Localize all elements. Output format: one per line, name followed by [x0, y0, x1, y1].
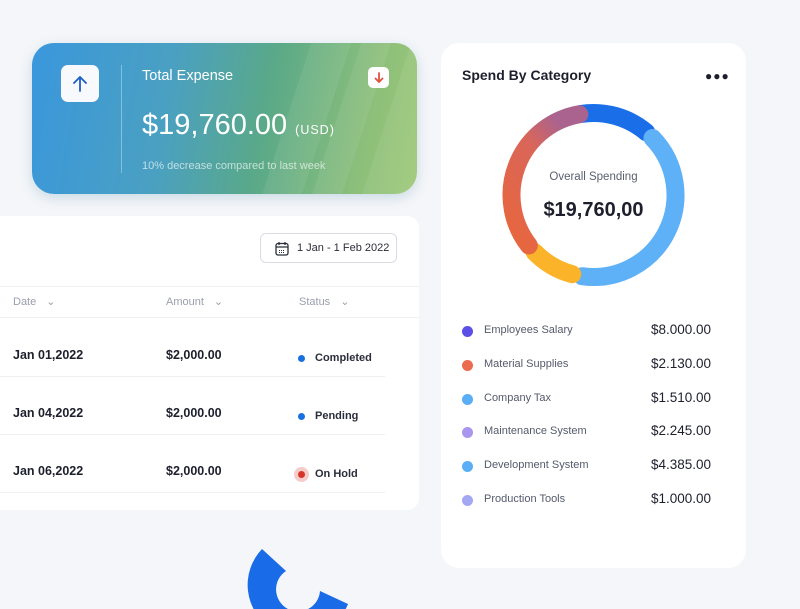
date-cell: Jan 04,2022 — [13, 406, 84, 420]
status-dot — [298, 354, 305, 362]
legend-dot — [462, 495, 473, 506]
arrow-up-icon[interactable] — [61, 65, 99, 102]
date-range-button[interactable]: 1 Jan - 1 Feb 2022 — [260, 233, 397, 263]
table-row[interactable]: Jan 04,2022 $2,000.00 Pending — [0, 377, 385, 435]
legend-item: Employees Salary $8.000.00 — [462, 321, 722, 341]
legend-name: Employees Salary — [484, 324, 573, 336]
divider — [121, 65, 122, 173]
date-range-label: 1 Jan - 1 Feb 2022 — [297, 242, 390, 254]
date-cell: Jan 01,2022 — [13, 348, 84, 362]
legend-dot — [462, 461, 473, 473]
column-date[interactable]: Date ⌄ — [13, 295, 56, 309]
legend-dot — [462, 326, 473, 337]
chevron-down-icon: ⌄ — [46, 296, 56, 308]
legend-name: Company Tax — [484, 391, 552, 404]
amount-cell: $2,000.00 — [166, 406, 222, 420]
spend-by-category-card: Spend By Category ●●● Overall Spending $… — [441, 43, 746, 568]
amount-cell: $2,000.00 — [166, 464, 222, 478]
legend-item: Production Tools $1.000.00 — [462, 490, 722, 510]
chevron-down-icon: ⌄ — [213, 296, 224, 308]
legend-dot — [462, 359, 473, 371]
date-cell: Jan 06,2022 — [13, 464, 84, 478]
amount-value: $19,760.00 — [142, 109, 288, 141]
legend-value: $1.510.00 — [651, 389, 712, 405]
transactions-table: 1 Jan - 1 Feb 2022 Date ⌄ Amount ⌄ Status ⌄… — [0, 216, 419, 510]
donut-segment — [502, 105, 589, 255]
legend-value: $4.385.00 — [651, 457, 712, 473]
expense-title: Total Expense — [142, 68, 234, 84]
amount-cell: $2,000.00 — [166, 348, 222, 362]
donut-segment — [571, 104, 656, 142]
legend-name: Production Tools — [484, 493, 566, 505]
calendar-icon — [275, 241, 289, 256]
status-label: On Hold — [315, 468, 358, 480]
status-badge: On Hold — [298, 468, 358, 480]
legend-item: Maintenance System $2.245.00 — [462, 422, 722, 442]
total-expense-card: Total Expense $19,760.00 (USD) 10% decrea… — [32, 43, 417, 194]
legend-value: $1.000.00 — [651, 491, 712, 506]
status-dot — [298, 470, 305, 478]
status-badge: Pending — [298, 410, 358, 422]
legend-name: Material Supplies — [484, 357, 569, 370]
overall-spending-value: $19,760,00 — [543, 199, 644, 221]
table-header: Date ⌄ Amount ⌄ Status ⌄ — [0, 286, 419, 318]
table-row[interactable]: Jan 06,2022 $2,000.00 On Hold — [0, 435, 385, 493]
column-status[interactable]: Status ⌄ — [299, 295, 350, 309]
status-label: Completed — [315, 352, 372, 364]
column-label: Date — [13, 295, 37, 308]
legend-item: Development System $4.385.00 — [462, 456, 722, 476]
legend-value: $2.245.00 — [651, 423, 712, 439]
column-amount[interactable]: Amount ⌄ — [166, 295, 224, 309]
ellipsis-icon[interactable]: ●●● — [705, 69, 730, 83]
currency-label: (USD) — [295, 123, 335, 137]
expense-amount: $19,760.00 (USD) — [142, 109, 335, 142]
legend-value: $8.000.00 — [651, 322, 712, 337]
card-title: Spend By Category — [462, 67, 592, 83]
donut-segment — [525, 242, 582, 284]
legend-dot — [462, 393, 473, 405]
arrow-down-icon[interactable] — [368, 67, 389, 88]
status-badge: Completed — [298, 352, 372, 364]
legend-name: Maintenance System — [484, 425, 587, 438]
status-label: Pending — [315, 410, 359, 422]
donut-segment — [573, 129, 685, 286]
column-label: Amount — [166, 295, 204, 308]
legend-dot — [462, 427, 473, 439]
donut-chart — [502, 104, 685, 286]
column-label: Status — [299, 295, 331, 308]
legend-item: Company Tax $1.510.00 — [462, 389, 722, 409]
legend-name: Development System — [484, 459, 589, 472]
chevron-down-icon: ⌄ — [340, 296, 350, 308]
expense-note: 10% decrease compared to last week — [142, 160, 326, 172]
legend-value: $2.130.00 — [651, 355, 712, 371]
table-row[interactable]: Jan 01,2022 $2,000.00 Completed — [0, 319, 385, 377]
status-dot — [298, 412, 305, 420]
legend-item: Material Supplies $2.130.00 — [462, 355, 722, 375]
overall-spending-label: Overall Spending — [549, 171, 638, 183]
